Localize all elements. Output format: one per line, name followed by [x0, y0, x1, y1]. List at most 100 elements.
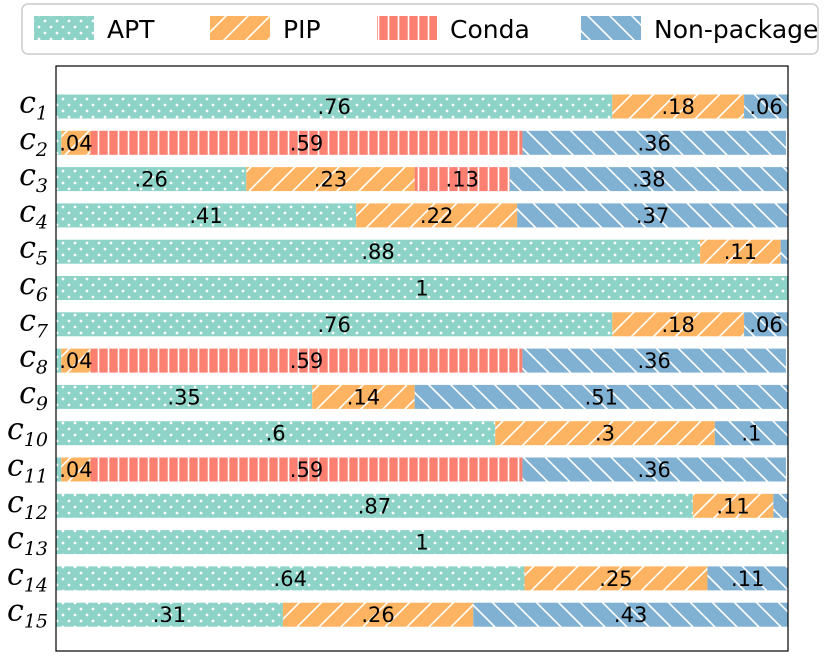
bar-non-package-row-9: [414, 384, 788, 409]
bar-non-package-row-10: [714, 421, 788, 446]
bar-apt-row-13: [56, 530, 788, 555]
bar-non-package-row-14: [707, 566, 788, 591]
value-label-non-package-row-1: .06: [749, 95, 782, 119]
y-tick-label-1: c1: [19, 86, 48, 125]
legend-swatch-apt: [34, 16, 94, 40]
value-label-non-package-row-8: .36: [637, 349, 670, 373]
bar-apt-row-8: [56, 348, 62, 373]
value-label-pip-row-10: .3: [595, 422, 615, 446]
value-label-apt-row-6: 1: [415, 277, 428, 301]
value-label-non-package-row-7: .06: [749, 313, 782, 337]
bar-non-package-row-12: [773, 493, 788, 518]
legend-swatch-conda: [377, 16, 437, 40]
value-label-pip-row-2: .04: [59, 131, 92, 155]
bar-pip-row-11: [61, 457, 91, 482]
y-tick-label-7: c7: [19, 303, 49, 342]
y-tick-label-13: c13: [7, 521, 48, 560]
value-label-pip-row-1: .18: [661, 95, 694, 119]
value-label-conda-row-11: .59: [290, 458, 323, 482]
value-label-conda-row-8: .59: [290, 349, 323, 373]
y-tick-label-6: c6: [19, 267, 48, 306]
legend-label-apt: APT: [107, 15, 155, 44]
value-label-non-package-row-11: .36: [637, 458, 670, 482]
value-label-non-package-row-2: .36: [637, 131, 670, 155]
bar-conda-row-8: [90, 348, 523, 373]
bar-conda-row-11: [90, 457, 523, 482]
value-label-non-package-row-15: .43: [614, 603, 647, 627]
bar-apt-row-11: [56, 457, 62, 482]
value-label-pip-row-5: .11: [724, 240, 757, 264]
bar-non-package-row-1: [744, 94, 788, 119]
bar-non-package-row-5: [780, 239, 788, 264]
value-label-pip-row-15: .26: [361, 603, 394, 627]
value-label-apt-row-7: .76: [317, 313, 350, 337]
value-label-non-package-row-3: .38: [632, 168, 665, 192]
bar-pip-row-1: [612, 94, 745, 119]
value-label-pip-row-11: .04: [59, 458, 92, 482]
bar-non-package-row-8: [522, 348, 786, 373]
legend-swatch-pip: [210, 16, 270, 40]
value-label-pip-row-3: .23: [314, 168, 347, 192]
bar-apt-row-9: [56, 384, 313, 409]
bars-group: [56, 94, 788, 627]
bar-apt-row-2: [56, 130, 62, 155]
value-label-conda-row-3: .13: [446, 168, 479, 192]
y-tick-label-12: c12: [7, 485, 48, 524]
value-label-pip-row-4: .22: [420, 204, 453, 228]
plot-frame: [55, 65, 789, 652]
bar-pip-row-9: [312, 384, 415, 409]
bar-apt-row-10: [56, 421, 496, 446]
legend-label-pip: PIP: [283, 15, 321, 44]
value-label-apt-row-10: .6: [266, 422, 286, 446]
value-label-pip-row-7: .18: [661, 313, 694, 337]
y-tick-label-11: c11: [7, 449, 48, 488]
y-tick-label-9: c9: [19, 376, 48, 415]
bar-non-package-row-7: [744, 312, 788, 337]
value-label-non-package-row-14: .11: [731, 567, 764, 591]
bar-apt-row-14: [56, 566, 525, 591]
bar-non-package-row-4: [517, 203, 788, 228]
bar-pip-row-4: [356, 203, 518, 228]
bar-non-package-row-2: [522, 130, 786, 155]
y-tick-label-10: c10: [7, 412, 48, 451]
y-tick-label-2: c2: [19, 122, 48, 161]
value-label-conda-row-2: .59: [290, 131, 323, 155]
value-label-apt-row-12: .87: [358, 494, 391, 518]
value-label-non-package-row-4: .37: [636, 204, 669, 228]
value-label-pip-row-9: .14: [347, 385, 380, 409]
value-label-apt-row-4: .41: [189, 204, 222, 228]
bar-conda-row-3: [414, 167, 510, 192]
bar-apt-row-12: [56, 493, 693, 518]
y-tick-label-4: c4: [19, 194, 48, 233]
bar-apt-row-3: [56, 167, 247, 192]
y-tick-label-5: c5: [19, 231, 48, 270]
y-tick-label-15: c15: [7, 594, 48, 633]
value-label-apt-row-1: .76: [317, 95, 350, 119]
bar-apt-row-15: [56, 602, 283, 627]
legend-swatch-non-package: [581, 16, 641, 40]
legend-label-conda: Conda: [450, 15, 530, 44]
bar-non-package-row-3: [509, 167, 788, 192]
bar-apt-row-5: [56, 239, 701, 264]
bar-apt-row-7: [56, 312, 613, 337]
bar-apt-row-4: [56, 203, 357, 228]
value-label-apt-row-14: .64: [274, 567, 307, 591]
bar-pip-row-3: [246, 167, 415, 192]
value-label-pip-row-14: .25: [599, 567, 632, 591]
bar-conda-row-2: [90, 130, 523, 155]
y-tick-label-8: c8: [19, 340, 48, 379]
value-label-pip-row-12: .11: [716, 494, 749, 518]
legend-label-non-package: Non-package: [654, 15, 818, 44]
bar-pip-row-12: [692, 493, 774, 518]
bar-apt-row-1: [56, 94, 613, 119]
y-tick-label-14: c14: [7, 557, 48, 596]
bar-pip-row-15: [282, 602, 474, 627]
value-label-pip-row-8: .04: [59, 349, 92, 373]
bar-pip-row-8: [61, 348, 91, 373]
bar-pip-row-10: [495, 421, 715, 446]
value-label-apt-row-13: 1: [415, 531, 428, 555]
bar-non-package-row-11: [522, 457, 786, 482]
value-label-apt-row-3: .26: [134, 168, 167, 192]
